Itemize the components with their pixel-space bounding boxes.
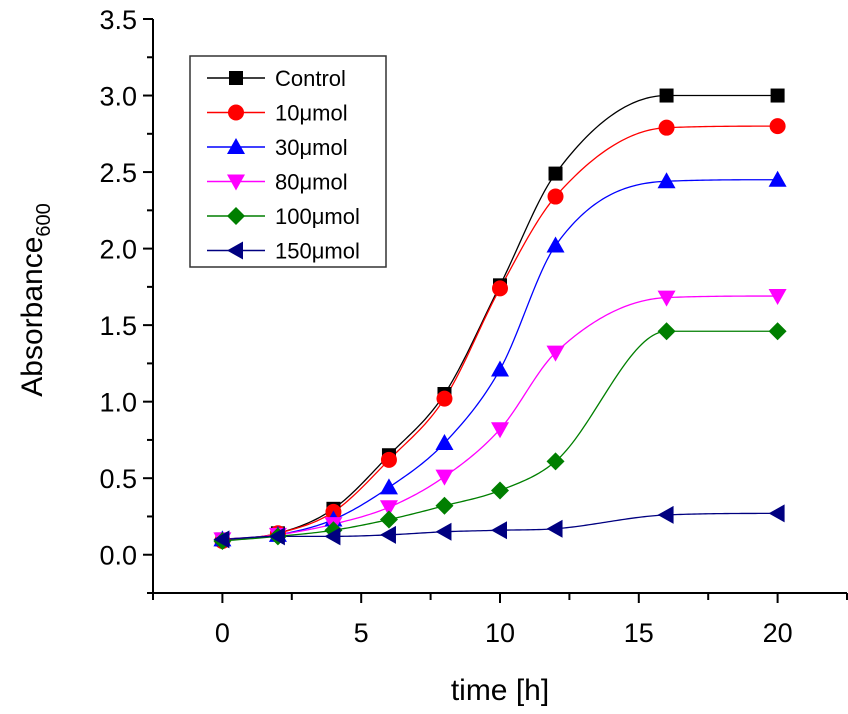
legend-marker [227,174,245,191]
data-point-series-2 [546,236,565,253]
data-point-series-5 [213,530,230,549]
legend-label: 30μmol [275,135,348,160]
axes: 0.0 0.5 1.0 1.5 2.0 2.5 3.0 3.5 0 5 10 15 20 [99,5,848,648]
x-tick-label: 15 [624,618,654,648]
data-point-series-3 [435,469,454,486]
legend-marker [227,207,245,225]
legend-label: 80μmol [275,170,348,195]
data-point-series-5 [546,519,563,538]
data-point-series-3 [657,290,676,307]
data-point-series-0 [659,88,674,103]
legend-marker [227,138,245,154]
y-tick-label: 1.0 [99,388,137,418]
x-axis-title: time [h] [451,674,549,707]
data-point-series-3 [546,345,565,362]
y-axis-title-main: Absorbance [16,237,49,397]
data-point-series-1 [547,188,564,205]
x-tick-label: 0 [215,618,230,648]
data-point-series-5 [768,504,785,523]
data-point-series-3 [379,500,398,517]
data-point-series-5 [491,521,507,540]
data-point-series-4 [491,481,509,500]
data-point-series-2 [768,170,787,187]
data-point-series-1 [380,451,397,468]
y-tick-label: 3.5 [99,5,137,35]
x-tick-label: 20 [763,618,793,648]
data-point-series-2 [435,433,454,450]
data-point-series-3 [768,289,787,306]
legend-label: 150μmol [275,239,360,264]
data-point-series-0 [548,166,563,181]
data-point-series-4 [546,452,565,471]
data-point-series-5 [324,527,341,546]
data-point-series-5 [657,505,674,524]
legend-label: 10μmol [275,101,348,126]
data-point-series-4 [768,322,787,341]
legend-marker [227,241,243,260]
data-point-series-4 [435,496,454,515]
x-tick-label: 10 [485,618,515,648]
data-point-series-1 [436,390,453,407]
y-tick-label: 3.0 [99,82,137,112]
legend-marker [228,104,244,121]
data-markers [213,88,787,550]
data-point-series-4 [657,322,676,341]
data-point-series-2 [379,478,398,495]
data-point-series-1 [658,119,675,136]
y-tick-label: 1.5 [99,311,137,341]
data-point-series-5 [268,527,285,546]
legend: Control 10μmol 30μmol 80μmol 100μmol 150μmol [189,55,387,268]
y-tick-label: 2.5 [99,158,137,188]
data-point-series-2 [491,360,509,377]
legend-marker [229,71,243,85]
y-axis-title-subscript: 600 [33,203,55,236]
data-point-series-5 [435,522,452,541]
data-point-series-4 [379,510,398,529]
data-point-series-1 [492,280,508,297]
y-tick-label: 0.5 [99,464,137,494]
data-point-series-2 [657,172,676,189]
legend-label: Control [275,66,346,91]
y-tick-label: 0.0 [99,541,137,571]
data-point-series-3 [491,422,509,439]
fit-curve-series-3 [222,295,778,541]
legend-box [189,55,387,268]
legend-label: 100μmol [275,204,360,229]
y-axis-title: Absorbance600 [16,203,55,396]
data-point-series-0 [770,88,785,103]
data-point-series-1 [769,118,786,135]
data-point-series-5 [379,525,396,544]
x-tick-label: 5 [354,618,369,648]
y-tick-label: 2.0 [99,235,137,265]
